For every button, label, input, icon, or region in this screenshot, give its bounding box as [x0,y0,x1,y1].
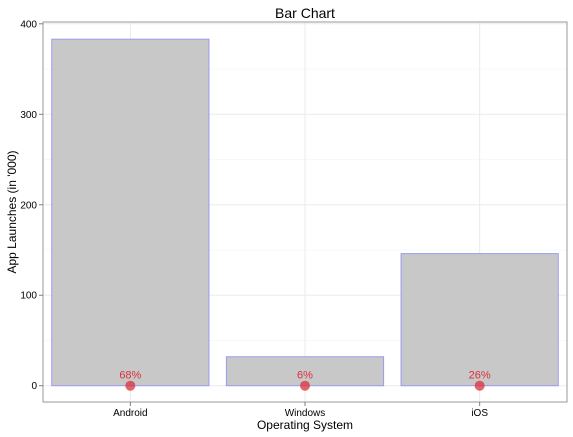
y-tick-label: 200 [20,200,37,211]
axes: 0 100 200 300 400 Android Windows iOS [20,19,488,419]
x-axis-title: Operating System [257,418,353,432]
bar-ios [400,253,559,387]
markers [125,380,485,391]
point-marker-windows [300,380,310,391]
x-tick-label: iOS [471,408,488,419]
y-tick-label: 400 [20,19,37,30]
bar-android [51,38,210,387]
y-axis-title: App Launches (in '000) [5,150,19,273]
bars [51,38,559,387]
data-labels: 68% 6% 26% [119,370,491,382]
data-label-android: 68% [119,370,141,382]
x-tick-label: Windows [285,408,326,419]
x-tick-label: Android [113,408,147,419]
point-marker-android [125,380,136,391]
y-tick-label: 0 [31,381,37,392]
chart-title: Bar Chart [275,5,335,21]
data-label-windows: 6% [297,370,313,382]
y-tick-label: 300 [20,110,37,121]
point-marker-ios [474,380,485,391]
y-tick-label: 100 [20,291,37,302]
data-label-ios: 26% [469,370,491,382]
